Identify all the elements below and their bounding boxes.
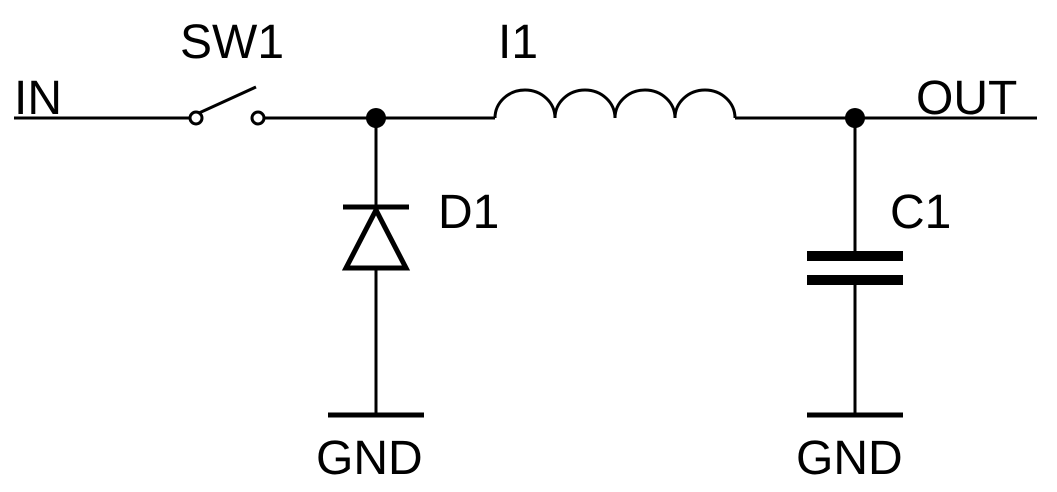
inductor-label: I1 <box>498 16 538 69</box>
diode-triangle <box>341 204 411 271</box>
capacitor-ground-label: GND <box>796 432 903 485</box>
diode-ground-label: GND <box>316 432 423 485</box>
capacitor-label: C1 <box>890 186 951 239</box>
inductor-i1 <box>493 88 737 119</box>
switch-contact-right <box>250 110 266 126</box>
output-label: OUT <box>916 72 1017 125</box>
input-label: IN <box>14 72 62 125</box>
switch-sw1 <box>188 85 266 126</box>
switch-blade <box>198 85 257 115</box>
diode-d1 <box>341 204 411 271</box>
switch-label: SW1 <box>180 16 284 69</box>
capacitor-c1 <box>807 251 903 285</box>
diode-label: D1 <box>438 186 499 239</box>
switch-contact-left <box>188 110 204 126</box>
